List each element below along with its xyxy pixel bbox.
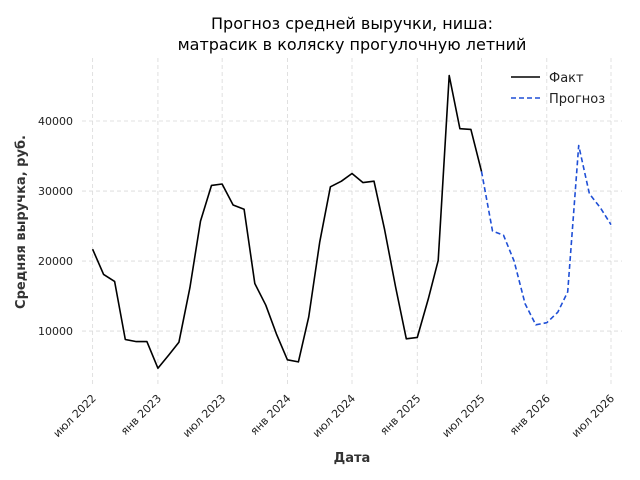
x-tick-label: июл 2022	[51, 392, 99, 440]
series-line-forecast	[480, 144, 612, 326]
y-tick-label: 10000	[38, 325, 73, 338]
chart-subtitle: матрасик в коляску прогулочную летний	[178, 35, 527, 54]
x-tick-label: июл 2026	[569, 392, 617, 440]
legend-label-fact: Факт	[549, 71, 584, 86]
x-tick-label: июл 2023	[180, 392, 228, 440]
x-tick-label: июл 2024	[310, 392, 358, 440]
y-axis-label: Средняя выручка, руб.	[14, 135, 29, 309]
x-axis-label: Дата	[334, 451, 371, 466]
legend: Факт Прогноз	[511, 71, 605, 107]
y-tick-label: 20000	[38, 255, 73, 268]
x-tick-label: янв 2026	[507, 392, 553, 438]
x-tick-label: янв 2023	[118, 392, 164, 438]
series-line-fact	[91, 74, 483, 369]
x-tick-label: янв 2024	[248, 392, 294, 438]
legend-label-forecast: Прогноз	[549, 92, 605, 107]
y-tick-label: 40000	[38, 115, 73, 128]
y-tick-label: 30000	[38, 185, 73, 198]
chart-title: Прогноз средней выручки, ниша:	[211, 14, 493, 33]
x-tick-label: янв 2025	[378, 392, 424, 438]
series-layer	[91, 74, 612, 369]
x-tick-label: июл 2025	[440, 392, 488, 440]
grid-layer	[82, 58, 622, 385]
tick-layer: 10000 20000 30000 40000 июл 2022 янв 2023 июл …	[38, 115, 617, 440]
